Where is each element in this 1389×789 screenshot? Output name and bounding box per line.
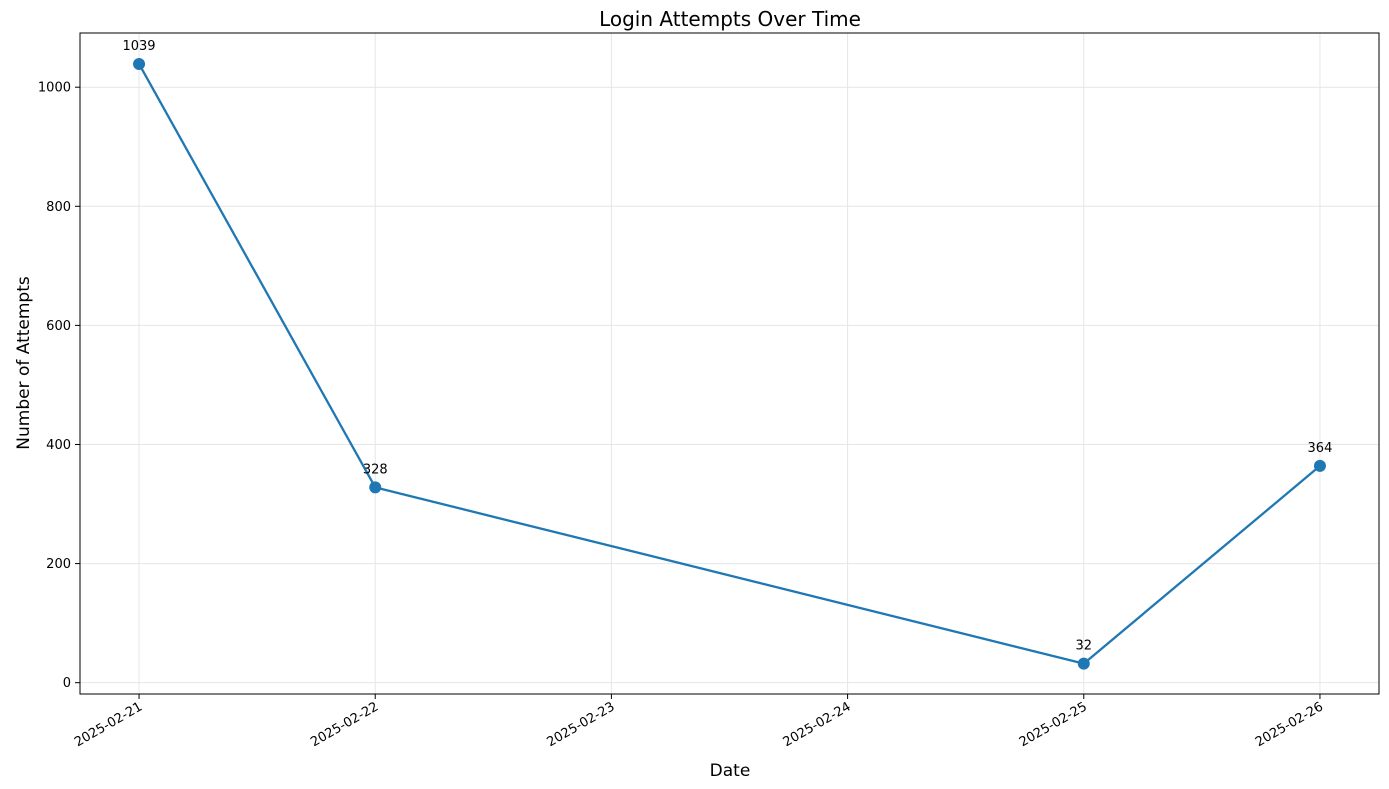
x-tick-label: 2025-02-25 [1017,699,1090,750]
y-axis-title: Number of Attempts [14,276,34,450]
data-label: 328 [363,462,388,477]
y-tick-label: 200 [46,557,71,572]
data-labels: 1039 328 32 364 [122,39,1332,654]
series-login-attempts [133,57,1326,670]
y-tick-label: 0 [63,676,71,691]
data-label: 32 [1075,639,1092,654]
data-label: 364 [1308,441,1333,456]
x-tick-label: 2025-02-26 [1253,699,1326,750]
series-line [138,63,1321,665]
data-point [1313,459,1326,472]
y-tick-label: 600 [46,319,71,334]
x-tick-label: 2025-02-22 [308,699,381,750]
data-point [133,57,146,70]
y-tick-label: 1000 [38,81,71,96]
chart-title: Login Attempts Over Time [599,7,861,31]
data-point [369,481,382,494]
x-tick-label: 2025-02-23 [544,699,617,750]
data-point [1077,657,1090,670]
x-tick-label: 2025-02-24 [781,699,854,750]
x-tick-label: 2025-02-21 [72,699,145,750]
grid-lines [80,33,1379,694]
y-axis-ticks: 0 200 400 600 800 1000 [38,81,80,691]
y-tick-label: 800 [46,200,71,215]
y-tick-label: 400 [46,438,71,453]
x-axis-ticks: 2025-02-21 2025-02-22 2025-02-23 2025-02-24… [72,694,1326,750]
x-axis-title: Date [710,761,751,781]
plot-area-frame [79,32,1380,695]
data-label: 1039 [122,39,155,54]
